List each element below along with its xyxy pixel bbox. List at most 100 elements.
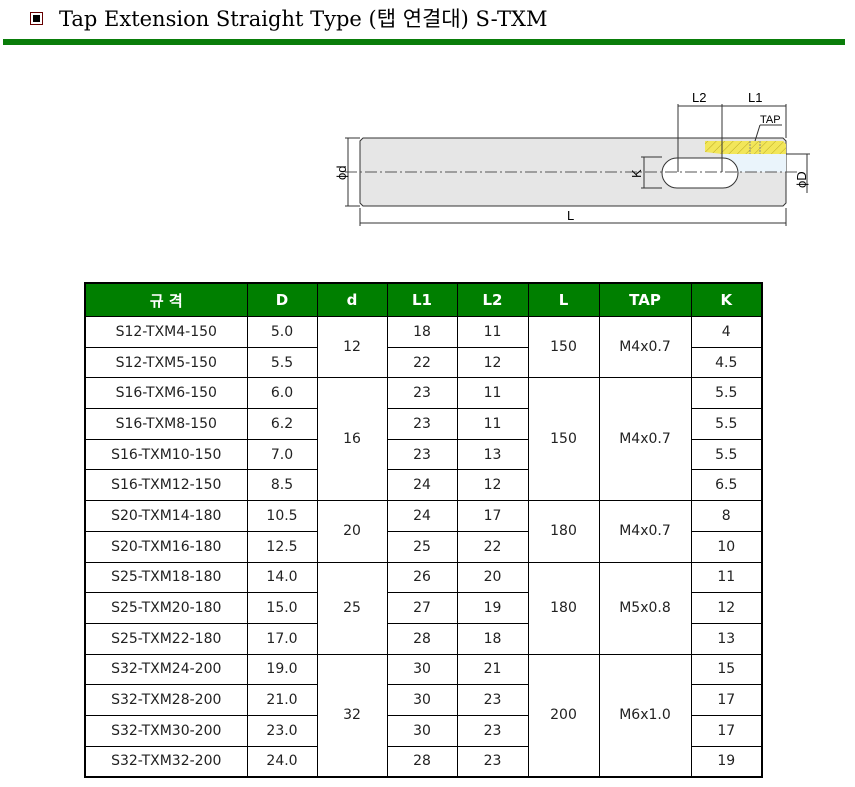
cell-model: S32-TXM30-200 [84, 714, 248, 747]
cell-model: S32-TXM32-200 [84, 745, 248, 778]
label-L2: L2 [692, 90, 706, 105]
cell-K: 10 [690, 530, 763, 563]
cell-K: 15 [690, 653, 763, 686]
square-bullet-icon [30, 11, 43, 25]
cell-L2: 23 [456, 684, 529, 716]
cell-L1: 24 [386, 500, 458, 532]
table-row: S20-TXM14-180 10.5 20 24 17 180 M4x0.7 8 [84, 500, 763, 563]
cell-D: 6.2 [246, 408, 318, 440]
table-row: S16-TXM12-150 8.5 24 12 6.5 [84, 469, 763, 502]
cell-model: S20-TXM16-180 [84, 530, 248, 563]
cell-TAP: M5x0.8 [598, 561, 692, 655]
cell-L2: 20 [456, 561, 529, 594]
column-header: D [246, 282, 318, 317]
cell-L1: 30 [386, 684, 458, 716]
table-row: S32-TXM24-200 19.0 32 30 21 200 M6x1.0 15 [84, 653, 763, 778]
cell-K: 11 [690, 561, 763, 594]
cell-D: 14.0 [246, 561, 318, 594]
column-header: K [690, 282, 763, 317]
cell-L1: 26 [386, 561, 458, 594]
cell-d: 16 [316, 377, 388, 502]
slot [661, 157, 739, 189]
cell-D: 19.0 [246, 653, 318, 686]
cell-D: 12.5 [246, 530, 318, 563]
column-header: L [527, 282, 600, 317]
label-L1: L1 [748, 90, 762, 105]
table-row: S32-TXM28-200 21.0 30 23 17 [84, 684, 763, 716]
cell-model: S16-TXM12-150 [84, 469, 248, 502]
cell-D: 5.5 [246, 346, 318, 379]
cell-K: 6.5 [690, 469, 763, 502]
cell-L: 150 [527, 377, 600, 502]
cell-TAP: M4x0.7 [598, 500, 692, 563]
cell-L: 150 [527, 315, 600, 379]
cell-model: S32-TXM28-200 [84, 684, 248, 716]
cell-L2: 11 [456, 316, 529, 348]
table-row: S32-TXM32-200 24.0 28 23 19 [84, 745, 763, 778]
table-row: S20-TXM16-180 12.5 25 22 10 [84, 530, 763, 563]
table-row: S12-TXM4-150 5.0 12 18 11 150 M4x0.7 4 [84, 315, 763, 379]
title-underline [3, 39, 845, 45]
cell-L2: 18 [456, 622, 529, 655]
title-text: Tap Extension Straight Type (탭 연결대) S-TX… [59, 7, 548, 31]
cell-K: 13 [690, 622, 763, 655]
cell-K: 5.5 [690, 377, 763, 410]
cell-model: S25-TXM22-180 [84, 622, 248, 655]
tap-extension-drawing: L2 L1 TAP L ϕd K ϕD [334, 90, 810, 226]
column-header: d [316, 282, 388, 317]
cell-L1: 25 [386, 530, 458, 563]
cell-D: 6.0 [246, 377, 318, 410]
cell-L1: 18 [386, 316, 458, 348]
cell-L2: 12 [456, 346, 529, 379]
cell-L2: 23 [456, 745, 529, 778]
cell-L: 180 [527, 500, 600, 563]
cell-L2: 11 [456, 408, 529, 440]
column-header: 규 격 [84, 282, 248, 317]
cell-d: 25 [316, 561, 388, 655]
cell-L1: 30 [386, 714, 458, 747]
cell-model: S16-TXM6-150 [84, 377, 248, 410]
cell-d: 20 [316, 500, 388, 563]
cell-D: 24.0 [246, 745, 318, 778]
cell-L2: 23 [456, 714, 529, 747]
column-header: TAP [598, 282, 692, 317]
cell-model: S32-TXM24-200 [84, 653, 248, 686]
cell-L2: 13 [456, 438, 529, 471]
cell-L1: 28 [386, 745, 458, 778]
cell-D: 21.0 [246, 684, 318, 716]
cell-d: 32 [316, 653, 388, 778]
label-K: K [629, 169, 644, 178]
cell-L2: 22 [456, 530, 529, 563]
cell-d: 12 [316, 315, 388, 379]
cell-D: 23.0 [246, 714, 318, 747]
cell-K: 4 [690, 316, 763, 348]
cell-K: 5.5 [690, 438, 763, 471]
cell-L1: 27 [386, 592, 458, 624]
cell-D: 5.0 [246, 316, 318, 348]
cell-K: 8 [690, 500, 763, 532]
cell-L1: 23 [386, 408, 458, 440]
table-row: S16-TXM10-150 7.0 23 13 5.5 [84, 438, 763, 471]
cell-TAP: M4x0.7 [598, 315, 692, 379]
label-phi-d: ϕd [334, 165, 349, 180]
cell-TAP: M6x1.0 [598, 653, 692, 778]
cell-TAP: M4x0.7 [598, 377, 692, 502]
cell-L1: 23 [386, 377, 458, 410]
table-row: S25-TXM18-180 14.0 25 26 20 180 M5x0.8 11 [84, 561, 763, 655]
column-header: L2 [456, 282, 529, 317]
cell-K: 4.5 [690, 346, 763, 379]
cell-model: S16-TXM10-150 [84, 438, 248, 471]
cell-L1: 30 [386, 653, 458, 686]
cell-L: 200 [527, 653, 600, 778]
cell-L1: 28 [386, 622, 458, 655]
cell-model: S20-TXM14-180 [84, 500, 248, 532]
bore [722, 154, 786, 172]
cell-model: S12-TXM4-150 [84, 316, 248, 348]
cell-K: 19 [690, 745, 763, 778]
cell-D: 8.5 [246, 469, 318, 502]
cell-model: S16-TXM8-150 [84, 408, 248, 440]
table-row: S32-TXM30-200 23.0 30 23 17 [84, 714, 763, 747]
label-phi-D: ϕD [794, 171, 809, 188]
cell-K: 5.5 [690, 408, 763, 440]
